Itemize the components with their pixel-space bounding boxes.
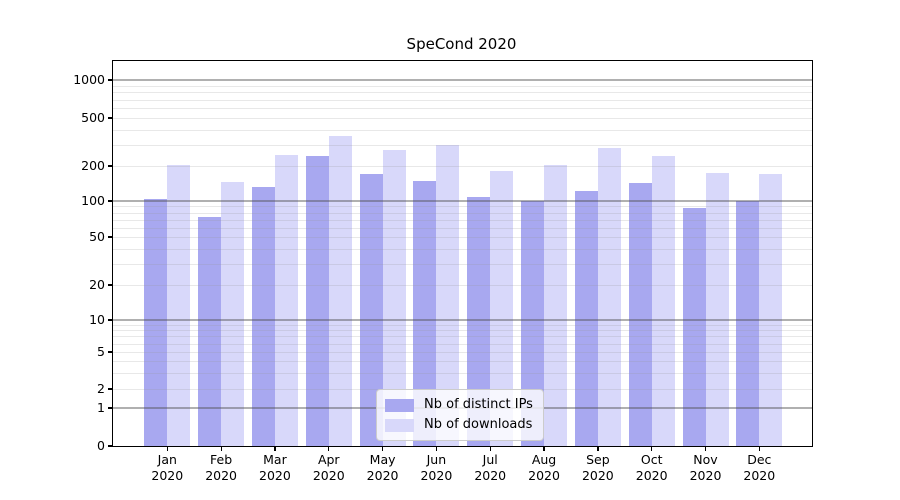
legend-label-distinct-ips: Nb of distinct IPs: [424, 397, 533, 412]
x-axis-tick: [489, 446, 491, 451]
gridline-minor: [113, 166, 812, 167]
legend-item-downloads: Nb of downloads: [385, 418, 533, 432]
bar: [597, 147, 621, 446]
x-tick-label: Jun 2020: [420, 452, 453, 483]
legend-swatch-distinct-ips: [385, 398, 414, 412]
y-axis-tick: [108, 165, 112, 167]
y-axis-tick: [108, 407, 112, 409]
y-axis-tick: [108, 236, 112, 238]
bar: [467, 197, 491, 446]
x-axis-tick: [381, 446, 384, 451]
bar: [221, 182, 245, 446]
x-axis-tick: [220, 446, 222, 451]
bar: [305, 156, 329, 446]
bar: [144, 198, 168, 446]
x-axis-tick: [274, 446, 276, 451]
x-axis-tick: [651, 446, 653, 451]
y-axis-tick: [108, 200, 112, 202]
y-axis-tick: [108, 445, 112, 447]
bar: [682, 207, 706, 446]
bar: [736, 201, 760, 446]
bar: [628, 182, 652, 446]
y-tick-label: 5: [97, 344, 105, 359]
y-axis-tick: [108, 351, 112, 353]
bar: [413, 180, 437, 446]
y-axis-tick: [108, 117, 112, 119]
bar: [544, 164, 568, 446]
x-axis-tick: [758, 446, 761, 451]
legend: Nb of distinct IPs Nb of downloads: [376, 389, 544, 441]
y-axis-tick: [108, 388, 112, 390]
y-tick-label: 1: [97, 400, 105, 415]
bar: [274, 155, 298, 446]
x-tick-label: May 2020: [366, 452, 399, 483]
bar: [436, 145, 460, 446]
gridline-minor: [113, 99, 812, 101]
bar: [490, 171, 514, 446]
x-tick-label: Nov 2020: [689, 452, 722, 483]
bar: [382, 150, 406, 446]
bar: [328, 135, 352, 446]
gridline-major: [113, 79, 812, 81]
chart-title: SpeCond 2020: [406, 35, 517, 53]
bar: [521, 200, 545, 446]
x-axis-tick: [597, 446, 599, 451]
bar: [359, 173, 383, 446]
y-tick-label: 10: [89, 312, 105, 327]
x-axis-tick: [543, 446, 545, 451]
gridline-minor: [113, 118, 812, 119]
x-tick-label: Mar 2020: [259, 452, 291, 483]
gridline-minor: [113, 144, 812, 146]
x-tick-label: Aug 2020: [528, 452, 560, 483]
x-axis-tick: [435, 446, 438, 451]
x-tick-label: Sep 2020: [581, 452, 614, 483]
legend-item-distinct-ips: Nb of distinct IPs: [385, 398, 533, 412]
y-axis-tick: [108, 79, 112, 81]
legend-label-downloads: Nb of downloads: [424, 417, 533, 432]
gridline-minor: [113, 129, 812, 131]
plot-area: Nb of distinct IPs Nb of downloads 0 1 2 5 1…: [73, 60, 813, 483]
y-tick-label: 1000: [73, 72, 105, 87]
y-tick-label: 500: [81, 110, 105, 125]
y-tick-label: 100: [81, 193, 105, 208]
x-tick-label: Jul 2020: [474, 452, 507, 483]
x-tick-label: Jan 2020: [151, 452, 184, 483]
y-tick-label: 0: [97, 438, 105, 453]
bar: [251, 187, 275, 446]
y-tick-label: 50: [89, 229, 105, 244]
y-axis-tick: [108, 319, 112, 321]
gridline-minor: [113, 92, 812, 94]
bar: [574, 190, 598, 446]
x-axis-tick: [166, 446, 168, 451]
bar: [759, 174, 783, 446]
y-tick-label: 200: [81, 158, 105, 173]
legend-swatch-downloads: [385, 418, 414, 432]
x-tick-label: Feb 2020: [205, 452, 238, 483]
y-tick-label: 20: [89, 277, 105, 292]
x-tick-label: Apr 2020: [312, 452, 345, 483]
y-tick-label: 2: [97, 381, 105, 396]
y-axis-tick: [108, 284, 112, 286]
bar: [651, 156, 675, 446]
x-tick-label: Dec 2020: [743, 452, 776, 483]
bar: [705, 173, 729, 446]
bar: [198, 217, 222, 446]
gridline-minor: [113, 85, 812, 87]
x-tick-label: Oct 2020: [635, 452, 668, 483]
x-axis-tick: [328, 446, 330, 451]
x-axis-tick: [704, 446, 707, 451]
gridline-minor: [113, 108, 812, 109]
bar: [167, 164, 191, 446]
